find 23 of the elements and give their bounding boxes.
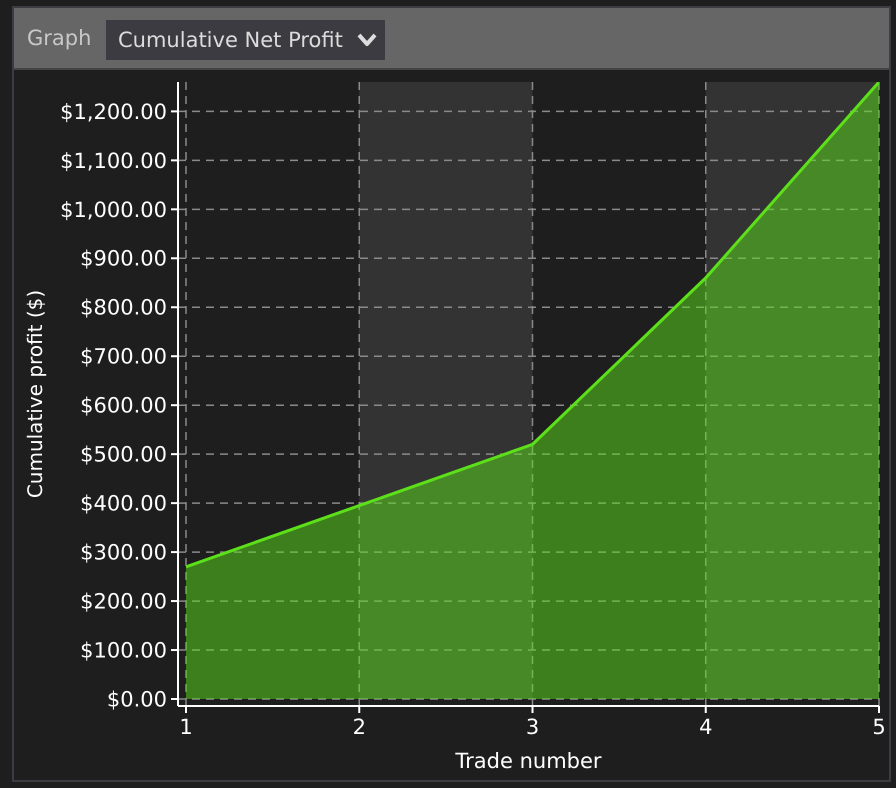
x-tick-label: 2	[352, 714, 366, 739]
x-tick-label: 5	[872, 714, 886, 739]
y-tick-label: $300.00	[80, 540, 167, 565]
y-tick-label: $200.00	[80, 590, 167, 614]
x-tick-label: 4	[699, 714, 712, 739]
y-tick-label: $700.00	[80, 344, 167, 369]
y-tick-label: $900.00	[80, 246, 167, 271]
y-tick-label: $1,100.00	[60, 148, 167, 173]
x-tick-label: 3	[526, 714, 540, 739]
y-tick-label: $600.00	[80, 394, 167, 418]
y-tick-label: $500.00	[80, 442, 167, 467]
dropdown[interactable]: Cumulative Net Profit	[106, 20, 385, 60]
y-tick-label: $400.00	[80, 492, 167, 516]
y-tick-label: $1,000.00	[60, 198, 167, 222]
y-tick-label: $1,200.00	[60, 100, 167, 124]
y-axis-title: Cumulative profit ($)	[23, 290, 48, 498]
text: Graph	[27, 25, 92, 51]
chart-title: Cumulative Net Profit	[118, 27, 343, 53]
y-tick-label: $0.00	[106, 687, 167, 712]
x-tick-label: 1	[179, 714, 193, 739]
x-axis-title: Trade number	[454, 749, 602, 773]
y-tick-label: $100.00	[80, 638, 167, 662]
y-tick-label: $800.00	[80, 296, 167, 320]
